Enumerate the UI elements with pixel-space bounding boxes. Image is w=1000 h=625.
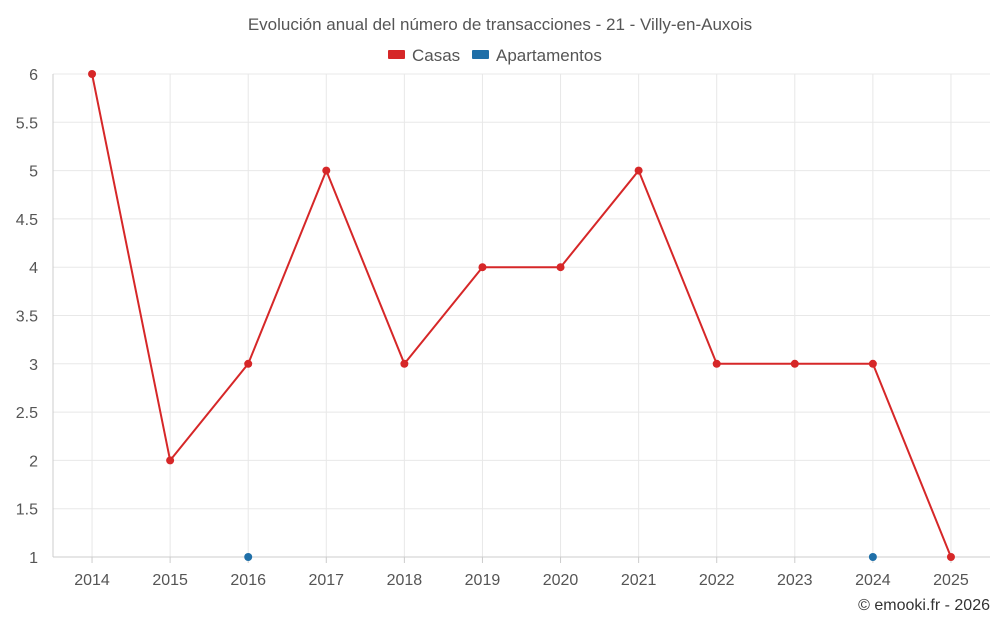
legend-swatch-casas [388,50,405,59]
data-point-casas[interactable] [790,359,799,368]
data-point-casas[interactable] [556,263,565,272]
y-tick-label: 6 [29,67,38,84]
y-tick-label: 1 [29,550,38,567]
data-point-casas[interactable] [712,359,721,368]
x-tick-label: 2021 [621,572,657,589]
y-tick-label: 4.5 [16,212,38,229]
data-point-casas[interactable] [400,359,409,368]
series-line-casas [91,73,952,558]
legend-swatch-apartamentos [472,50,489,59]
data-point-casas[interactable] [166,456,175,465]
x-tick-label: 2018 [387,572,423,589]
series-apartamentos [244,553,877,561]
x-axis-tick-labels: 2014 2015 2016 2017 2018 2019 2020 2021 2022 2023… [74,572,969,589]
chart-title: Evolución anual del número de transaccio… [248,15,752,34]
legend-label-apartamentos: Apartamentos [496,46,602,65]
data-point-casas[interactable] [946,553,955,561]
x-tick-label: 2022 [699,572,735,589]
series-layer [88,70,955,561]
x-tick-label: 2025 [933,572,969,589]
data-point-casas[interactable] [322,166,331,175]
legend-label-casas: Casas [412,46,460,65]
x-tick-label: 2017 [308,572,344,589]
x-tick-label: 2014 [74,572,110,589]
y-tick-label: 2.5 [16,405,38,422]
legend-item-casas[interactable]: Casas [388,46,460,65]
data-point-casas[interactable] [634,166,643,175]
y-tick-label: 5 [29,164,38,181]
y-tick-label: 3.5 [16,309,38,326]
x-tick-label: 2019 [465,572,501,589]
x-tick-label: 2015 [152,572,188,589]
data-point-casas[interactable] [478,263,487,272]
x-tick-label: 2023 [777,572,813,589]
data-point-casas[interactable] [868,359,877,368]
x-tick-label: 2020 [543,572,579,589]
y-axis-tick-labels: 1 1.5 2 2.5 3 3.5 4 4.5 5 5.5 6 [16,67,38,567]
x-tick-label: 2024 [855,572,891,589]
legend-item-apartamentos[interactable]: Apartamentos [472,46,602,65]
grid-lines [52,73,990,563]
data-point-casas[interactable] [244,359,253,368]
y-tick-label: 3 [29,357,38,374]
x-tick-label: 2016 [230,572,266,589]
legend: Casas Apartamentos [388,46,602,65]
data-point-casas[interactable] [88,70,97,78]
y-tick-label: 2 [29,453,38,470]
y-tick-label: 1.5 [16,502,38,519]
data-point-apartamentos[interactable] [868,553,877,561]
y-tick-label: 5.5 [16,115,38,132]
data-point-apartamentos[interactable] [244,553,253,561]
y-tick-label: 4 [29,260,38,277]
series-casas [88,70,955,561]
credit-text: © emooki.fr - 2026 [858,597,990,614]
